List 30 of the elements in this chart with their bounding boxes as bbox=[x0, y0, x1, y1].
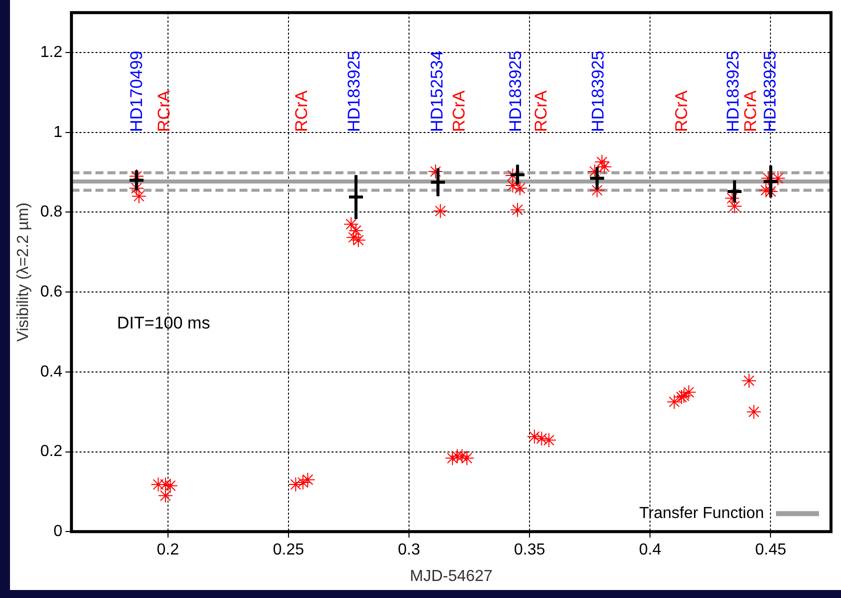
x-tick-label: 0.25 bbox=[272, 542, 304, 559]
annotation: HD170499 bbox=[126, 50, 146, 132]
annotation: RCrA bbox=[741, 90, 760, 132]
annotation: RCrA bbox=[531, 90, 550, 132]
annotation: HD183925 bbox=[344, 50, 364, 132]
x-tick-label: 0.35 bbox=[514, 542, 546, 559]
x-tick-label: 0.4 bbox=[639, 542, 662, 559]
annotation: HD183925 bbox=[723, 50, 742, 132]
y-tick-label: 0.8 bbox=[40, 204, 63, 221]
y-tick-label: 0.2 bbox=[40, 443, 63, 460]
x-tick-label: 0.45 bbox=[755, 542, 786, 559]
y-tick-label: 0.4 bbox=[40, 363, 63, 380]
annotation: HD183925 bbox=[760, 50, 780, 132]
annotation: HD152534 bbox=[428, 50, 447, 132]
x-tick-label: 0.2 bbox=[156, 542, 180, 559]
annotation: RCrA bbox=[672, 90, 691, 132]
legend-label: Transfer Function bbox=[639, 505, 764, 522]
annotation: RCrA bbox=[154, 90, 174, 132]
annotation: RCrA bbox=[292, 90, 311, 132]
y-tick-label: 1.2 bbox=[40, 44, 63, 61]
x-tick-label: 0.3 bbox=[398, 542, 420, 559]
annotation: HD183925 bbox=[506, 50, 525, 132]
annotation: HD183925 bbox=[588, 50, 608, 132]
y-tick-label: 1 bbox=[54, 124, 63, 141]
annotation: DIT=100 ms bbox=[117, 314, 210, 333]
y-axis-title: Visibility (λ=2.2 µm) bbox=[15, 202, 32, 342]
x-axis-title: MJD-54627 bbox=[410, 568, 493, 585]
y-tick-label: 0.6 bbox=[40, 283, 63, 300]
annotation: RCrA bbox=[449, 90, 468, 132]
y-tick-label: 0 bbox=[54, 523, 63, 540]
